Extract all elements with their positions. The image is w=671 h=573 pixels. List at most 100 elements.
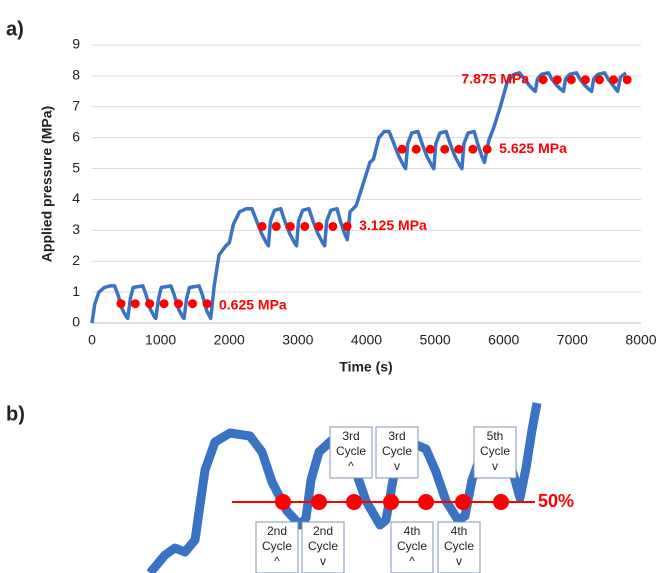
detail-dots	[275, 494, 509, 510]
label-box	[301, 521, 345, 573]
x-tick-label: 6000	[488, 332, 519, 348]
data-point	[594, 75, 604, 85]
data-point	[468, 144, 478, 154]
label-line: Cycle	[480, 444, 510, 458]
y-axis-title: Applied pressure (MPa)	[39, 106, 55, 262]
x-axis-title: Time (s)	[339, 359, 392, 375]
data-point	[300, 221, 310, 231]
data-point	[538, 75, 548, 85]
detail-dot	[346, 494, 362, 510]
y-tick-label: 4	[72, 190, 80, 206]
data-point	[397, 144, 407, 154]
label-line: v	[492, 459, 498, 473]
y-tick-label: 0	[72, 314, 80, 330]
x-tick-label: 8000	[625, 332, 656, 348]
label-box	[255, 521, 299, 573]
data-point	[566, 75, 576, 85]
y-tick-label: 7	[72, 97, 80, 113]
label-line: 5th	[487, 429, 504, 443]
label-line: 3rd	[388, 429, 405, 443]
label-line: Cycle	[444, 539, 474, 553]
y-tick-label: 9	[72, 36, 80, 52]
label-box	[437, 521, 481, 573]
level-label: 50%	[538, 491, 574, 511]
data-point	[425, 144, 435, 154]
y-tick-label: 6	[72, 128, 80, 144]
data-point	[482, 144, 492, 154]
label-line: ^	[409, 554, 415, 568]
data-point	[188, 299, 198, 309]
x-tick-label: 7000	[557, 332, 588, 348]
label-line: 2nd	[313, 524, 333, 538]
label-box	[473, 426, 517, 479]
label-box	[390, 521, 434, 573]
data-point	[285, 221, 295, 231]
label-line: 4th	[404, 524, 421, 538]
data-point	[411, 144, 421, 154]
data-point	[130, 299, 140, 309]
x-tick-label: 0	[88, 332, 96, 348]
label-box	[329, 426, 373, 479]
label-line: Cycle	[382, 444, 412, 458]
data-point	[145, 299, 155, 309]
label-box	[375, 426, 419, 479]
label-line: v	[456, 554, 462, 568]
data-point	[257, 221, 267, 231]
label-line: 2nd	[267, 524, 287, 538]
label-line: Cycle	[397, 539, 427, 553]
x-tick-label: 1000	[145, 332, 176, 348]
label-line: Cycle	[336, 444, 366, 458]
annotation: 0.625 MPa	[219, 296, 287, 312]
data-point	[116, 299, 126, 309]
data-point	[173, 299, 183, 309]
data-point	[202, 299, 212, 309]
detail-dot	[493, 494, 509, 510]
x-tick-label: 5000	[420, 332, 451, 348]
data-point	[342, 221, 352, 231]
y-tick-label: 2	[72, 252, 80, 268]
data-point	[454, 144, 464, 154]
annotation: 7.875 MPa	[461, 70, 529, 86]
data-point	[440, 144, 450, 154]
annotation: 3.125 MPa	[359, 217, 427, 233]
detail-dot	[455, 494, 471, 510]
y-tick-label: 5	[72, 159, 80, 175]
label-line: v	[394, 459, 400, 473]
panel-label: a)	[6, 18, 24, 40]
label-line: v	[320, 554, 326, 568]
x-tick-label: 2000	[214, 332, 245, 348]
x-tick-label: 3000	[282, 332, 313, 348]
label-line: ^	[274, 554, 280, 568]
annotation: 5.625 MPa	[499, 140, 567, 156]
data-point	[552, 75, 562, 85]
y-tick-label: 8	[72, 67, 80, 83]
pressure-line	[90, 71, 628, 324]
detail-dot	[418, 494, 434, 510]
label-line: Cycle	[262, 539, 292, 553]
data-point	[609, 75, 619, 85]
data-point	[580, 75, 590, 85]
detail-dot	[275, 494, 291, 510]
data-point	[271, 221, 281, 231]
x-tick-label: 4000	[351, 332, 382, 348]
data-point	[328, 221, 338, 231]
label-line: 3rd	[342, 429, 359, 443]
y-tick-label: 1	[72, 283, 80, 299]
data-point	[622, 75, 632, 85]
label-line: ^	[348, 459, 354, 473]
y-tick-label: 3	[72, 221, 80, 237]
panel-label: b)	[6, 403, 25, 425]
label-line: Cycle	[308, 539, 338, 553]
data-point	[314, 221, 324, 231]
data-point	[159, 299, 169, 309]
label-line: 4th	[451, 524, 468, 538]
detail-dot	[311, 494, 327, 510]
